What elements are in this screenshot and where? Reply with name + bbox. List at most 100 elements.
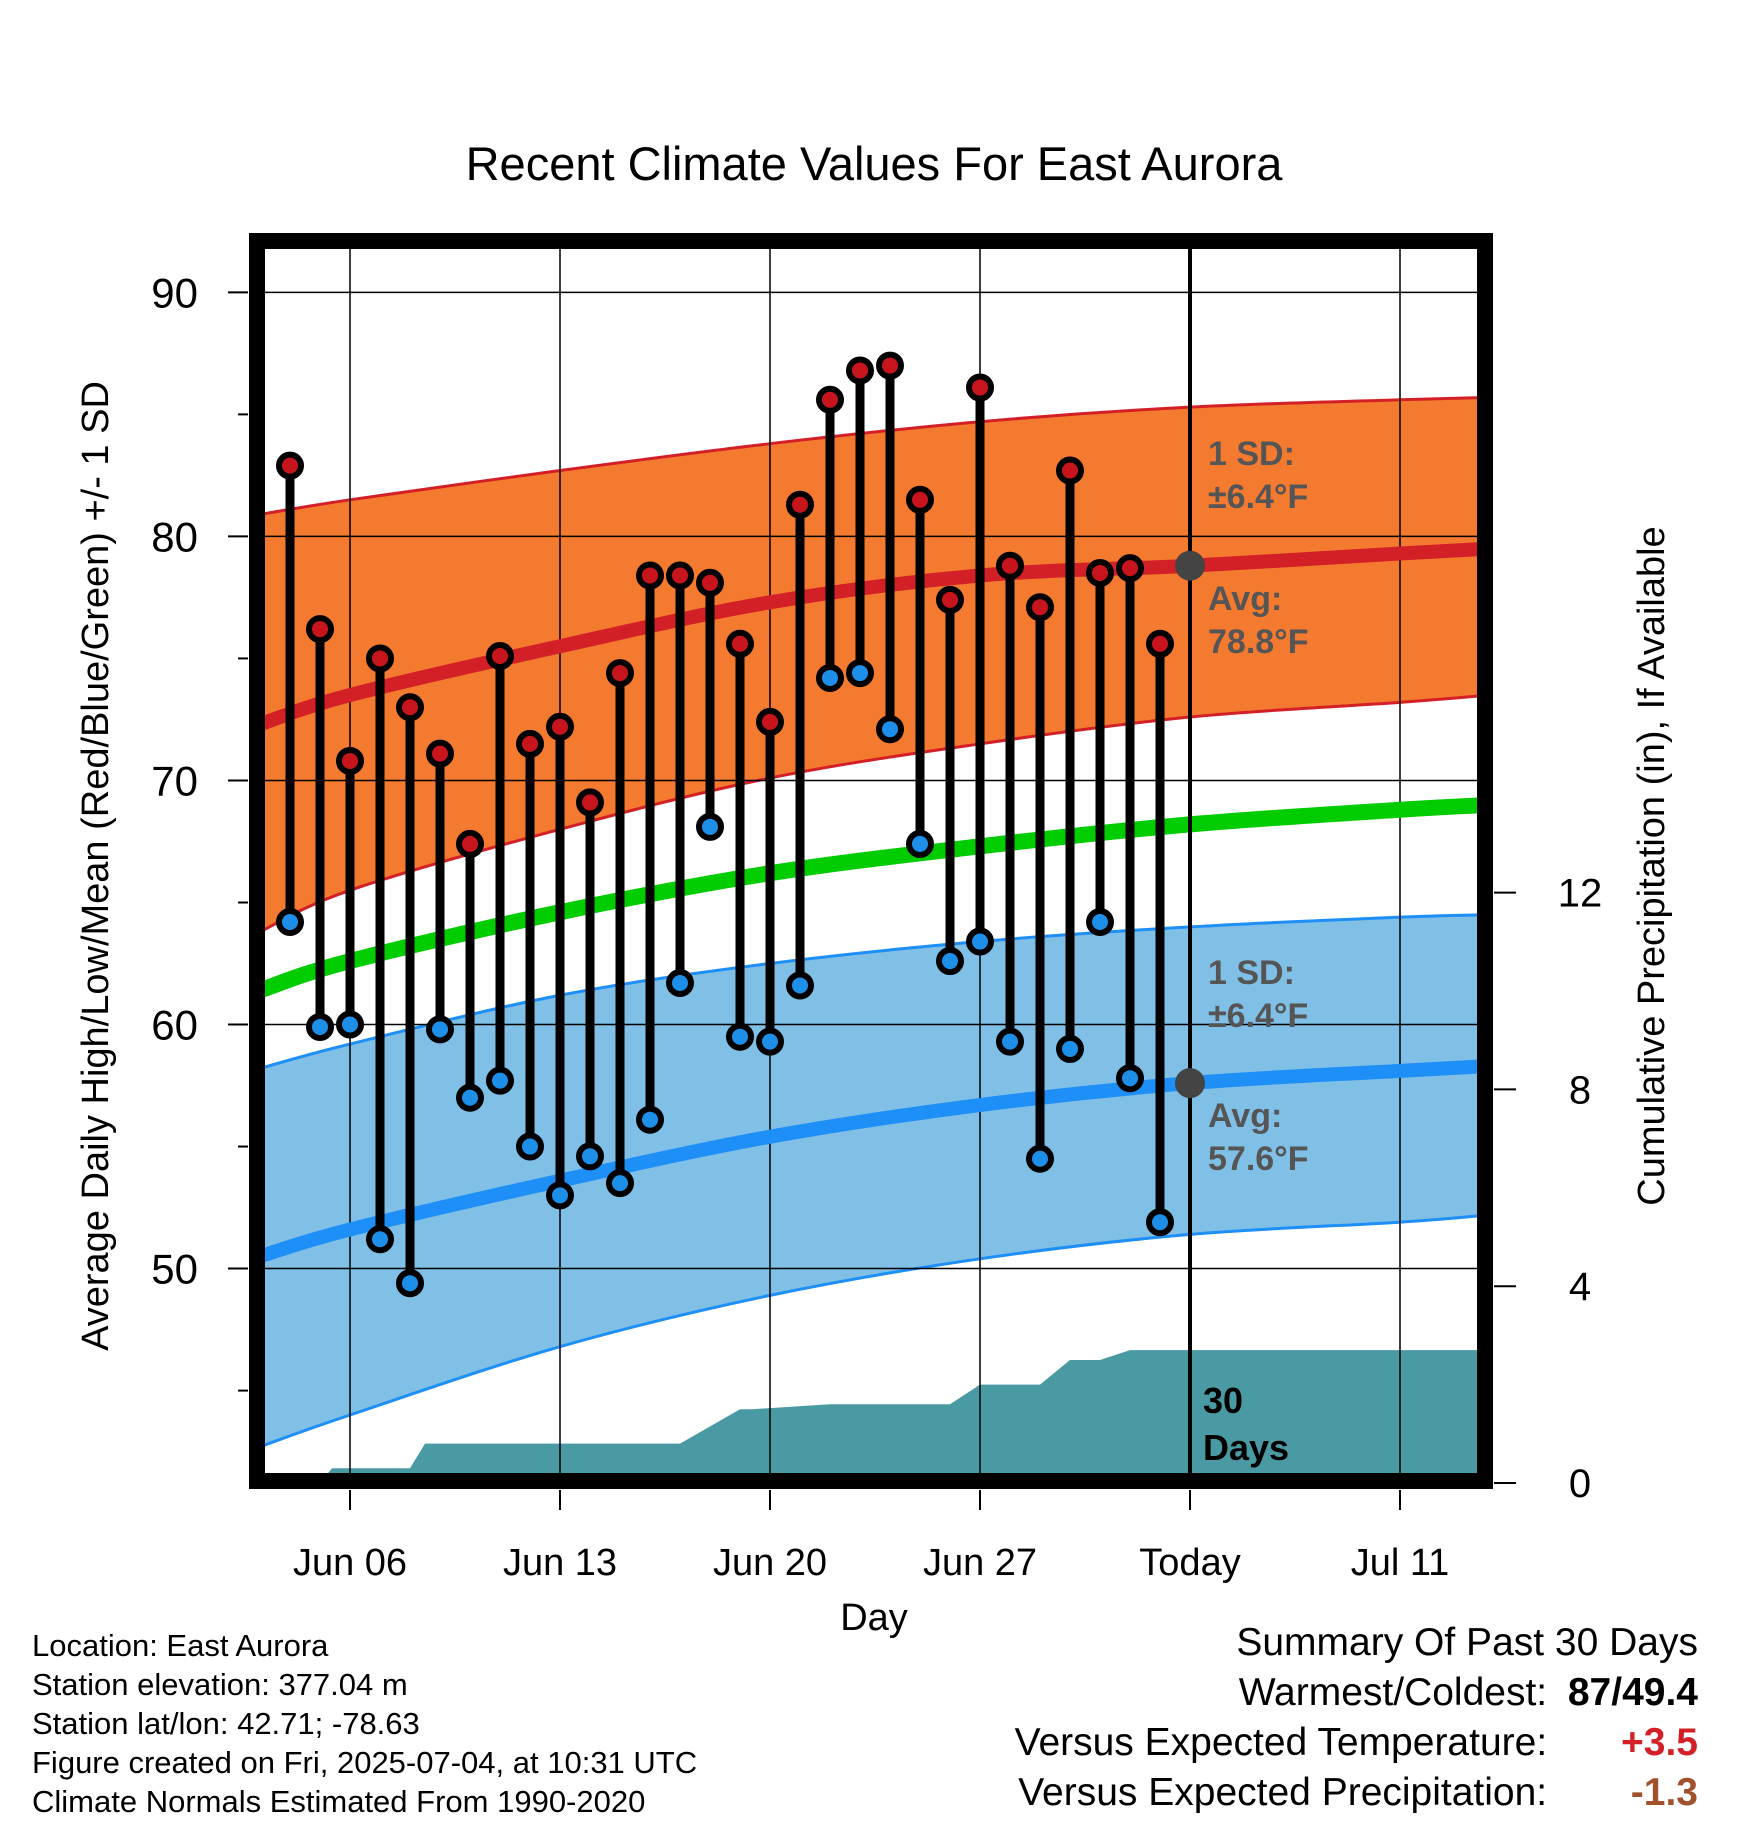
high-point [426, 739, 454, 768]
station-info: Location: East Aurora Station elevation:… [32, 1626, 697, 1821]
high-point [546, 712, 574, 741]
elevation-text: Station elevation: 377.04 m [32, 1667, 408, 1702]
y-tick-label: 80 [151, 513, 198, 560]
high-point [846, 356, 874, 385]
high-point [756, 707, 784, 736]
low-point [606, 1169, 634, 1198]
warm-cold-value: 87/49.4 [1558, 1668, 1698, 1718]
summary-panel: Summary Of Past 30 Days Warmest/Coldest:… [1015, 1618, 1698, 1818]
high-point [456, 829, 484, 858]
low-lower-edge [262, 1214, 1480, 1448]
high-sd-title: 1 SD: [1208, 435, 1295, 473]
low-point [936, 947, 964, 976]
plot-area [262, 246, 1480, 1476]
high-upper-edge [262, 396, 1480, 516]
precip-row: Versus Expected Precipitation: -1.3 [1015, 1768, 1698, 1818]
high-point [1116, 554, 1144, 583]
low-point [786, 971, 814, 1000]
low-avg-title: Avg: [1208, 1097, 1282, 1135]
low-point [756, 1027, 784, 1056]
high-sd-band [262, 397, 1480, 931]
precip-label: Versus Expected Precipitation: [1018, 1771, 1548, 1814]
low-point [1026, 1144, 1054, 1173]
y2-axis-label: Cumulative Precipitation (in), If Availa… [1631, 526, 1673, 1205]
coldest-value: /49.4 [1611, 1671, 1698, 1714]
latlon-text: Station lat/lon: 42.71; -78.63 [32, 1706, 420, 1741]
high-avg-value: 78.8°F [1208, 623, 1309, 661]
low-point [726, 1022, 754, 1051]
high-point [666, 561, 694, 590]
summary-title: Summary Of Past 30 Days [1236, 1621, 1698, 1664]
temp-label: Versus Expected Temperature: [1014, 1721, 1548, 1764]
location-text: Location: East Aurora [32, 1628, 329, 1663]
high-point [876, 351, 904, 380]
today-low-avg-marker [1175, 1068, 1205, 1099]
low-point [426, 1015, 454, 1044]
x-tick-label: Jul 11 [1351, 1542, 1450, 1584]
y-tick-label: 50 [151, 1246, 198, 1293]
warmest-value: 87 [1567, 1671, 1612, 1714]
low-point [546, 1181, 574, 1210]
low-point [1086, 908, 1114, 937]
chart-title: Recent Climate Values For East Aurora [466, 137, 1284, 190]
low-point [696, 812, 724, 841]
high-point [696, 568, 724, 597]
low-point [456, 1083, 484, 1112]
window-unit: Days [1203, 1427, 1289, 1468]
window-count: 30 [1203, 1380, 1243, 1421]
high-point [366, 644, 394, 673]
low-point [996, 1027, 1024, 1056]
high-point [786, 490, 814, 519]
warm-cold-row: Warmest/Coldest: 87/49.4 [1015, 1668, 1698, 1718]
high-avg-title: Avg: [1208, 580, 1282, 618]
normals-text: Climate Normals Estimated From 1990-2020 [32, 1784, 646, 1819]
y2-tick-label: 0 [1569, 1462, 1591, 1506]
y-axis-label: Average Daily High/Low/Mean (Red/Blue/Gr… [75, 381, 117, 1351]
high-point [636, 561, 664, 590]
high-point [906, 485, 934, 514]
low-point [906, 829, 934, 858]
high-point [966, 373, 994, 402]
high-point [936, 585, 964, 614]
warm-cold-label: Warmest/Coldest: [1238, 1671, 1548, 1714]
low-point [276, 908, 304, 937]
y2-tick-label: 8 [1569, 1068, 1591, 1112]
low-point [966, 927, 994, 956]
x-tick-label: Jun 20 [713, 1542, 827, 1584]
high-point [336, 746, 364, 775]
precip-value: -1.3 [1630, 1771, 1698, 1814]
high-point [486, 642, 514, 670]
low-avg-value: 57.6°F [1208, 1140, 1309, 1178]
temp-row: Versus Expected Temperature: +3.5 [1015, 1718, 1698, 1768]
y2-tick-label: 12 [1558, 872, 1603, 916]
low-point [396, 1269, 424, 1298]
low-point [1116, 1064, 1144, 1093]
low-point [366, 1225, 394, 1254]
low-sd-title: 1 SD: [1208, 954, 1295, 992]
y-tick-label: 90 [151, 269, 198, 316]
today-high-avg-marker [1175, 550, 1205, 581]
high-point [816, 385, 844, 414]
low-point [576, 1142, 604, 1171]
high-point [1146, 629, 1174, 658]
x-tick-label: Jun 13 [503, 1542, 617, 1584]
temp-value: +3.5 [1621, 1721, 1698, 1764]
high-point [1026, 593, 1054, 622]
high-point [276, 451, 304, 480]
x-axis-label: Day [840, 1597, 908, 1639]
low-sd-band [262, 914, 1480, 1446]
low-point [846, 659, 874, 688]
y-tick-label: 70 [151, 757, 198, 804]
high-point [726, 629, 754, 658]
low-point [486, 1066, 514, 1095]
high-point [996, 551, 1024, 580]
created-text: Figure created on Fri, 2025-07-04, at 10… [32, 1745, 698, 1780]
high-point [576, 788, 604, 817]
low-point [636, 1105, 664, 1134]
low-point [516, 1132, 544, 1161]
low-point [306, 1012, 334, 1041]
high-point [396, 693, 424, 722]
high-point [606, 659, 634, 688]
low-point [666, 969, 694, 998]
high-point [306, 615, 334, 644]
